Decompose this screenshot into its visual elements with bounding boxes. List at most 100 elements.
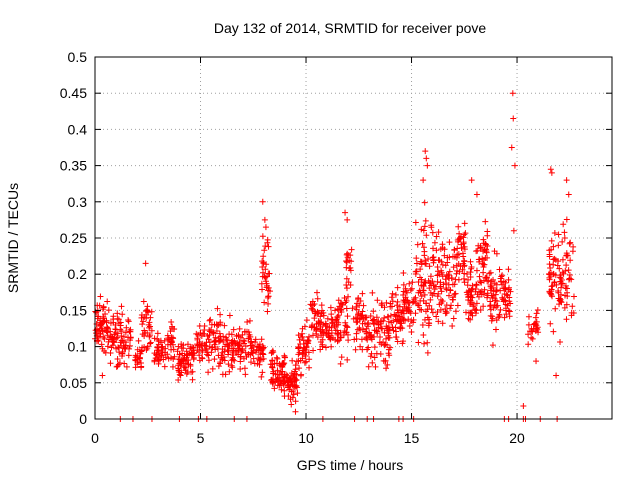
data-point [306,356,313,363]
data-point [120,333,127,340]
data-point [92,327,99,334]
data-point [367,313,374,320]
data-point [305,349,312,356]
data-point [274,355,281,362]
data-point [480,269,487,276]
data-point [298,334,305,341]
data-point [434,293,441,300]
data-point [367,331,374,338]
data-point [302,346,309,353]
data-point [316,319,323,326]
data-point [566,272,573,279]
data-point [563,252,570,259]
chart-title: Day 132 of 2014, SRMTID for receiver pov… [214,20,487,36]
data-point [295,345,302,352]
data-point [306,364,313,371]
data-point [481,286,488,293]
data-point [151,335,158,342]
data-point [565,191,572,198]
data-point [94,313,101,320]
data-point [285,383,292,390]
data-point [559,238,566,245]
data-point [385,332,392,339]
data-point [334,338,341,345]
data-point [222,343,229,350]
data-point [363,325,370,332]
data-point [307,301,314,308]
data-point [569,248,576,255]
data-point [298,330,305,337]
data-point [226,368,233,375]
data-point [439,320,446,327]
data-point [294,390,301,397]
data-point [132,364,139,371]
data-point [263,261,270,268]
data-point [528,334,535,341]
data-point [317,313,324,320]
data-point [212,344,219,351]
data-point [434,264,441,271]
data-point [233,333,240,340]
data-point [334,330,341,337]
data-point [445,271,452,278]
data-point [140,298,147,305]
data-point [428,306,435,313]
data-point [483,249,490,256]
data-point [139,321,146,328]
data-point [369,289,376,296]
data-point [549,293,556,300]
data-point [308,305,315,312]
data-point [461,270,468,277]
data-point [417,274,424,281]
data-point [400,291,407,298]
data-point [558,276,565,283]
data-point [246,333,253,340]
data-point [118,328,125,335]
data-point [138,363,145,370]
data-point [189,376,196,383]
data-point [99,327,106,334]
data-point [261,247,268,254]
data-point [421,199,428,206]
data-point [423,155,430,162]
data-point [546,276,553,283]
data-point [205,336,212,343]
data-point [141,314,148,321]
data-point [430,290,437,297]
data-point [260,253,267,260]
data-point [410,316,417,323]
data-point [309,306,316,313]
data-point [265,270,272,277]
data-point [383,323,390,330]
data-point [495,314,502,321]
data-point [110,316,117,323]
data-point [286,379,293,386]
data-point [426,285,433,292]
data-point [357,297,364,304]
data-point [448,274,455,281]
data-point [493,317,500,324]
data-point [435,318,442,325]
y-axis-label: SRMTID / TECUs [5,183,21,293]
data-point [461,279,468,286]
data-point [256,341,263,348]
data-point [343,329,350,336]
data-point [402,317,409,324]
data-point [476,258,483,265]
data-point [444,259,451,266]
data-point [451,247,458,254]
data-point [147,339,154,346]
data-point [148,327,155,334]
data-point [205,352,212,359]
data-point [154,330,161,337]
data-point [226,312,233,319]
data-point [473,282,480,289]
data-point [317,338,324,345]
data-point [306,333,313,340]
data-point [215,363,222,370]
data-point [451,281,458,288]
data-point [225,361,232,368]
data-point [388,294,395,301]
data-point [180,363,187,370]
data-point [364,321,371,328]
